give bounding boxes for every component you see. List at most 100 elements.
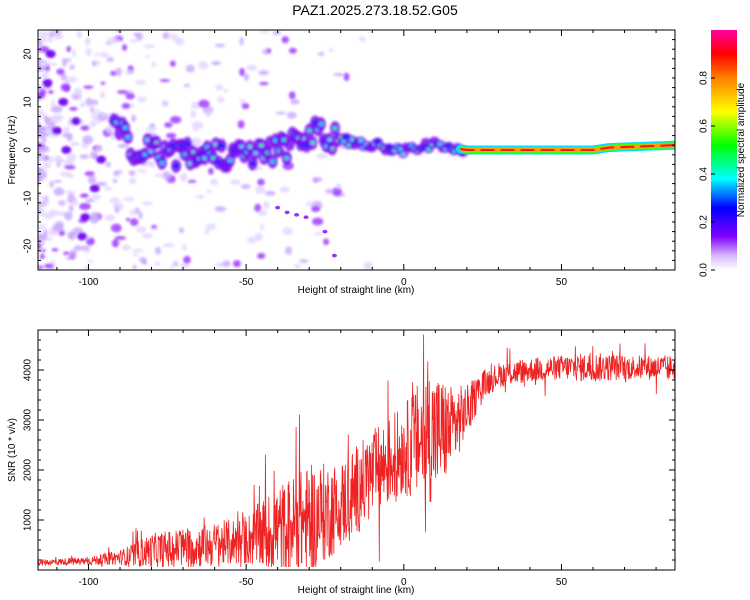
ridge-blob (285, 156, 289, 160)
noise-blob (68, 106, 78, 111)
noise-blob (116, 90, 129, 95)
noise-blob (89, 109, 102, 114)
ridge-blob (270, 159, 275, 164)
noise-blob (63, 126, 70, 135)
noise-blob (143, 44, 156, 49)
noise-blob (359, 36, 366, 42)
noise-blob (54, 155, 63, 163)
noise-blob (169, 265, 175, 270)
ridge-blob (148, 149, 153, 153)
noise-blob (299, 259, 309, 264)
noise-blob (103, 186, 113, 191)
noise-blob (85, 237, 95, 246)
noise-blob (132, 264, 137, 270)
ridge-blob (218, 143, 225, 149)
noise-blob (132, 32, 142, 36)
noise-blob (246, 64, 258, 71)
noise-blob (288, 47, 297, 54)
noise-blob (239, 67, 245, 77)
ridge-blob (400, 152, 406, 156)
colorbar-label: Normalized spectral amplitude (736, 82, 747, 217)
noise-blob (38, 120, 41, 126)
noise-blob (154, 173, 165, 177)
noise-blob (232, 260, 241, 268)
noise-blob (169, 60, 176, 67)
noise-blob (191, 137, 202, 146)
noise-blob (91, 113, 98, 121)
noise-blob (132, 248, 144, 253)
noise-blob (39, 45, 50, 53)
x-tick-label-bottom: 50 (556, 577, 568, 588)
noise-blob (206, 189, 213, 194)
colorbar-tick-label: 0.0 (699, 263, 710, 277)
noise-blob (58, 98, 69, 106)
noise-blob (56, 68, 65, 75)
noise-blob (331, 253, 337, 258)
noise-blob (132, 253, 139, 257)
noise-blob (282, 227, 293, 236)
noise-blob (125, 69, 135, 75)
top-x-axis-label: Height of straight line (km) (298, 285, 415, 296)
ridge-blob (249, 161, 256, 166)
ridge-blob (358, 138, 363, 143)
noise-blob (305, 201, 314, 207)
ridge-blob (259, 144, 263, 147)
noise-blob (266, 48, 272, 53)
noise-blob (113, 170, 123, 174)
noise-blob (122, 43, 128, 52)
noise-blob (145, 55, 150, 59)
noise-blob (284, 210, 290, 215)
noise-blob (162, 171, 172, 180)
ridge-blob (276, 149, 280, 153)
noise-blob (69, 64, 75, 70)
noise-blob (80, 125, 90, 131)
ridge-blob (184, 141, 191, 147)
noise-blob (208, 167, 214, 175)
noise-blob (151, 225, 158, 229)
noise-blob (99, 91, 106, 99)
noise-blob (136, 96, 147, 103)
noise-blob (193, 128, 199, 132)
noise-blob (38, 265, 44, 270)
noise-blob (114, 236, 126, 241)
noise-blob (211, 60, 222, 66)
ridge-blob (202, 156, 207, 160)
noise-blob (52, 114, 64, 122)
noise-blob (125, 92, 135, 100)
noise-blob (38, 143, 45, 148)
noise-blob (43, 212, 55, 219)
noise-blob (62, 58, 68, 67)
ridge-blob (173, 163, 180, 169)
y-tick-label-top: 0 (23, 147, 34, 153)
noise-blob (107, 37, 119, 45)
noise-blob (128, 177, 137, 185)
noise-blob (53, 179, 63, 183)
noise-blob (76, 30, 83, 39)
ridge-blob (125, 135, 131, 139)
noise-blob (322, 229, 328, 234)
noise-blob (69, 231, 75, 241)
noise-blob (67, 174, 75, 179)
noise-blob (198, 99, 210, 108)
noise-blob (71, 200, 79, 206)
noise-blob (135, 226, 147, 233)
noise-blob (61, 146, 72, 154)
noise-blob (243, 73, 250, 82)
noise-blob (190, 110, 197, 119)
ridge-blob (333, 127, 337, 130)
noise-blob (80, 213, 91, 222)
noise-blob (79, 101, 86, 108)
noise-blob (205, 111, 211, 118)
noise-blob (154, 261, 161, 266)
x-tick-label-top: 50 (556, 277, 568, 288)
noise-blob (79, 193, 89, 198)
noise-blob (115, 67, 122, 77)
noise-blob (60, 73, 67, 81)
noise-blob (187, 179, 197, 183)
noise-blob (100, 81, 106, 85)
noise-blob (290, 99, 300, 105)
noise-blob (110, 223, 122, 233)
noise-blob (90, 194, 101, 200)
y-tick-label-bottom: 2000 (23, 458, 34, 481)
